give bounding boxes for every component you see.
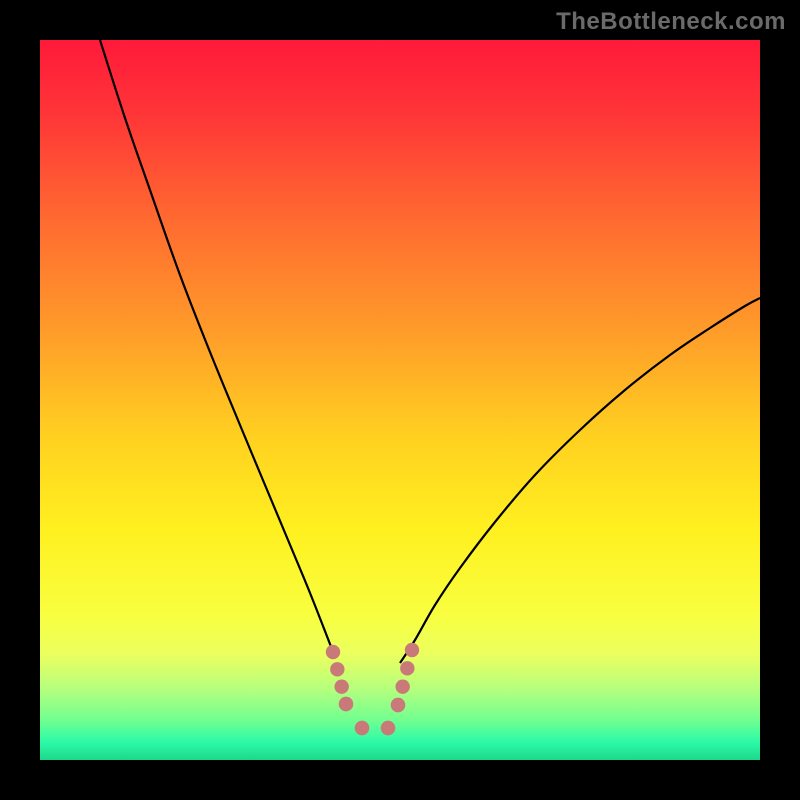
- plot-svg: [40, 40, 760, 760]
- connector-dot: [330, 662, 344, 676]
- connector-dot: [326, 645, 340, 659]
- chart-canvas: TheBottleneck.com: [0, 0, 800, 800]
- plot-area: [40, 40, 760, 760]
- watermark-text: TheBottleneck.com: [556, 8, 786, 36]
- connector-dot: [400, 661, 414, 675]
- connector-dot: [334, 679, 348, 693]
- plot-background: [40, 40, 760, 760]
- connector-dot: [339, 697, 353, 711]
- connector-dot: [391, 698, 405, 712]
- connector-dot: [355, 721, 369, 735]
- connector-dot: [395, 679, 409, 693]
- connector-dot: [405, 643, 419, 657]
- connector-dot: [381, 721, 395, 735]
